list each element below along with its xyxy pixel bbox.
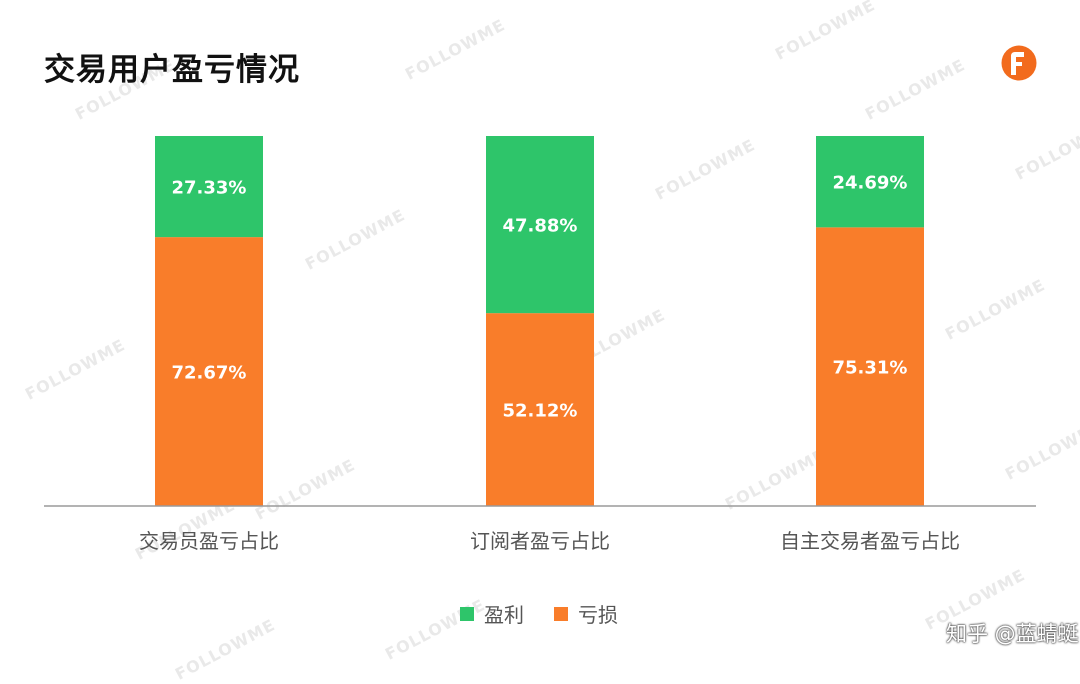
page-title: 交易用户盈亏情况	[44, 52, 300, 88]
bar-segment-profit	[155, 136, 263, 238]
author-credit: 知乎 @蓝蜻蜓	[946, 622, 1079, 646]
bar-segment-loss	[816, 227, 924, 506]
legend-label: 盈利	[484, 603, 524, 627]
legend-swatch-loss	[554, 607, 568, 621]
data-label: 52.12%	[503, 401, 578, 422]
bar-segment-loss	[486, 313, 594, 506]
data-label: 24.69%	[833, 173, 908, 194]
category-label: 订阅者盈亏占比	[470, 529, 610, 553]
data-label: 47.88%	[503, 216, 578, 237]
data-label: 72.67%	[172, 363, 247, 384]
data-label: 75.31%	[833, 358, 908, 379]
followme-logo-icon	[1001, 45, 1037, 81]
bar-segment-profit	[486, 136, 594, 314]
bar-segment-profit	[816, 136, 924, 228]
legend-swatch-profit	[460, 607, 474, 621]
bar-segment-loss	[155, 237, 263, 506]
data-label: 27.33%	[172, 178, 247, 199]
category-label: 交易员盈亏占比	[139, 529, 279, 553]
legend-label: 亏损	[578, 603, 618, 627]
category-label: 自主交易者盈亏占比	[780, 529, 960, 553]
